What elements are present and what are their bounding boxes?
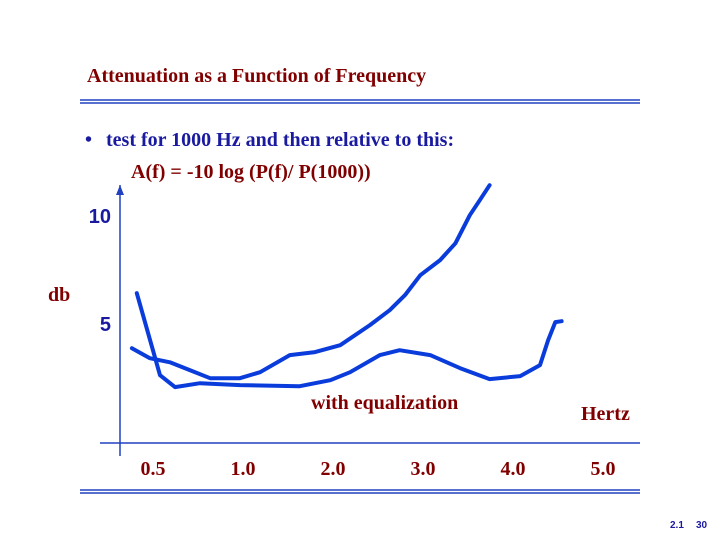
x-tick-label: 3.0: [411, 458, 436, 480]
x-tick-label: 1.0: [231, 458, 256, 480]
formula: A(f) = -10 log (P(f)/ P(1000)): [131, 161, 371, 183]
bullet-text: test for 1000 Hz and then relative to th…: [106, 129, 454, 151]
x-tick-label: 4.0: [501, 458, 526, 480]
y-axis-label: db: [48, 284, 70, 306]
footer-section: 2.1: [670, 520, 684, 531]
annotation: with equalization: [311, 392, 458, 414]
bullet-dot: •: [85, 129, 92, 151]
y-tick-label: 5: [100, 314, 111, 336]
y-axis-arrow: [116, 185, 124, 195]
footer-page: 30: [696, 520, 708, 531]
curve: [129, 183, 492, 381]
chart-title: Attenuation as a Function of Frequency: [87, 65, 426, 87]
x-tick-label: 5.0: [591, 458, 616, 480]
curve: [134, 291, 564, 390]
x-axis-label: Hertz: [581, 403, 630, 425]
x-tick-label: 2.0: [321, 458, 346, 480]
x-tick-label: 0.5: [141, 458, 166, 480]
y-tick-label: 10: [89, 206, 111, 228]
